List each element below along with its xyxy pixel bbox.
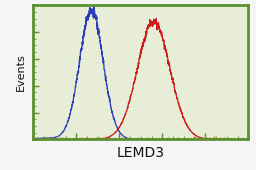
Point	[126, 137, 131, 140]
Point	[208, 137, 212, 140]
Point	[133, 138, 137, 141]
Point	[103, 137, 108, 140]
Point	[87, 138, 91, 140]
Point	[143, 138, 147, 140]
Point	[153, 137, 157, 140]
Point	[140, 138, 144, 141]
Point	[159, 138, 163, 141]
Point	[110, 137, 114, 140]
Point	[146, 136, 150, 139]
Point	[225, 138, 229, 141]
Point	[215, 138, 219, 141]
Point	[44, 137, 48, 140]
Point	[93, 137, 98, 140]
Point	[64, 136, 68, 139]
Point	[166, 137, 170, 139]
Point	[195, 136, 199, 139]
Point	[172, 138, 176, 140]
Point	[58, 137, 62, 140]
Point	[156, 138, 160, 140]
Point	[54, 138, 58, 141]
Point	[41, 136, 45, 139]
Point	[116, 138, 121, 140]
Point	[67, 138, 71, 141]
Point	[51, 137, 55, 139]
Point	[31, 138, 35, 140]
Point	[169, 137, 173, 140]
Point	[90, 137, 94, 140]
Point	[130, 138, 134, 140]
Point	[80, 137, 84, 139]
Point	[136, 136, 140, 139]
Y-axis label: Events: Events	[16, 53, 26, 91]
Point	[176, 137, 180, 139]
Point	[107, 137, 111, 140]
Point	[179, 138, 183, 140]
Point	[84, 137, 88, 139]
Point	[221, 137, 226, 139]
Point	[202, 137, 206, 140]
Point	[61, 136, 65, 139]
X-axis label: LEMD3: LEMD3	[117, 146, 165, 160]
Point	[74, 137, 78, 140]
Point	[97, 137, 101, 139]
Point	[182, 138, 186, 140]
Point	[120, 137, 124, 140]
Point	[189, 137, 193, 140]
Point	[149, 138, 153, 140]
Point	[163, 138, 167, 140]
Point	[205, 137, 209, 139]
Point	[212, 136, 216, 139]
Point	[198, 137, 202, 139]
Point	[218, 137, 222, 139]
Point	[77, 137, 81, 140]
Point	[192, 136, 196, 139]
Point	[38, 138, 42, 141]
Point	[100, 137, 104, 139]
Point	[71, 138, 75, 141]
Point	[113, 138, 117, 141]
Point	[123, 136, 127, 139]
Point	[185, 137, 189, 140]
Point	[48, 138, 52, 141]
Point	[35, 137, 39, 140]
